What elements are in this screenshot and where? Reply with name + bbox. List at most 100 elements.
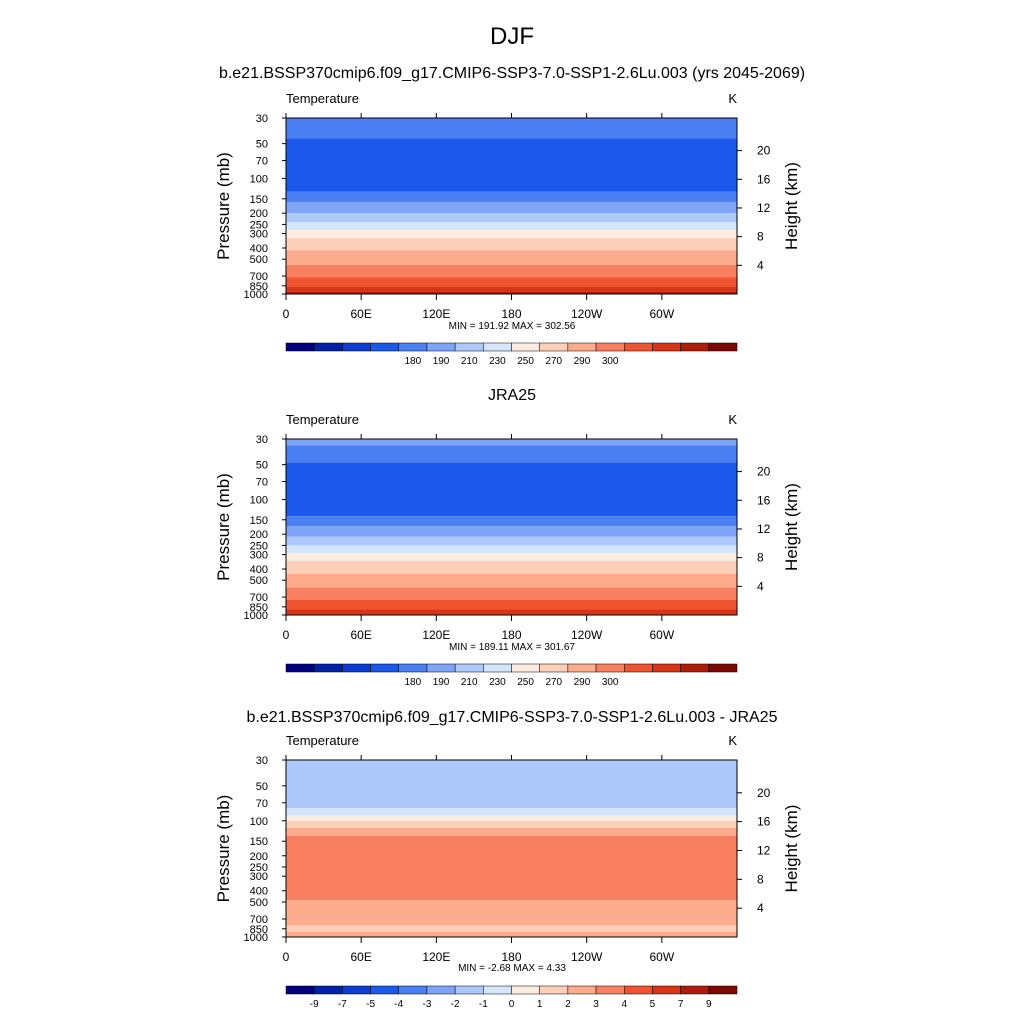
colorbar-label: 290 [574, 677, 591, 688]
colorbar-label: -1 [479, 999, 488, 1010]
colorbar-label: 0 [509, 999, 515, 1010]
y-tick-label: 500 [250, 254, 268, 266]
contour-band [286, 931, 737, 937]
colorbar-label: 250 [517, 356, 534, 367]
contour-band [286, 587, 737, 600]
colorbar-swatch [342, 663, 371, 673]
colorbar-swatch [454, 663, 484, 673]
y-tick-label: 200 [250, 208, 268, 220]
colorbar-label: 7 [678, 999, 684, 1010]
y-tick-label: 100 [250, 173, 268, 185]
y-tick-label: 30 [256, 434, 268, 446]
x-tick-label: 60E [350, 307, 371, 321]
contour-band [286, 835, 737, 900]
panel-variable-label: Temperature [286, 91, 359, 106]
x-tick-label: 60E [350, 950, 371, 964]
contour-band [286, 445, 737, 463]
y-tick-label: 200 [250, 529, 268, 541]
y-axis-title: Pressure (mb) [214, 152, 233, 260]
colorbar-swatch [539, 342, 569, 352]
colorbar-label: 230 [489, 356, 506, 367]
y-tick-label: 50 [256, 139, 268, 151]
y-tick-label: 100 [250, 816, 268, 828]
colorbar-swatch [652, 985, 681, 995]
colorbar-label: -5 [366, 999, 375, 1010]
y-tick-label: 850 [250, 602, 268, 614]
colorbar-swatch [652, 663, 681, 673]
y-tick-label: 850 [250, 281, 268, 293]
y-tick-label: 50 [256, 781, 268, 793]
colorbar-swatch [595, 342, 625, 352]
height-tick-label: 20 [757, 144, 771, 158]
panel-units-label: K [728, 91, 737, 106]
colorbar-swatch [511, 663, 540, 673]
colorbar-label: -3 [422, 999, 431, 1010]
colorbar-label: 4 [621, 999, 627, 1010]
contour-band [286, 291, 737, 294]
y-tick-label: 1000 [244, 932, 268, 944]
colorbar-swatch [624, 663, 653, 673]
colorbar-swatch [708, 342, 738, 352]
y-tick-label: 250 [250, 540, 268, 552]
colorbar-swatch [398, 663, 428, 673]
colorbar-swatch [370, 663, 399, 673]
contour-band [286, 925, 737, 932]
colorbar-swatch [511, 342, 540, 352]
height-tick-label: 8 [757, 551, 764, 565]
y-tick-label: 400 [250, 886, 268, 898]
contour-band [286, 609, 737, 615]
y-tick-label: 50 [256, 460, 268, 472]
height-tick-label: 4 [757, 258, 764, 272]
contour-band [286, 599, 737, 610]
panel-1: Temperature K3050701001502002503004005007… [214, 91, 801, 367]
y-tick-label: 150 [250, 194, 268, 206]
y-tick-label: 70 [256, 798, 268, 810]
x-tick-label: 60W [649, 950, 674, 964]
y-tick-label: 700 [250, 592, 268, 604]
minmax-text: MIN = -2.68 MAX = 4.33 [458, 963, 566, 974]
contour-band [286, 138, 737, 192]
colorbar-label: 230 [489, 677, 506, 688]
colorbar-swatch [483, 342, 512, 352]
contour-band [286, 250, 737, 265]
colorbar-swatch [483, 985, 512, 995]
contour-band [286, 202, 737, 214]
colorbar-swatch [426, 342, 456, 352]
y-tick-label: 850 [250, 924, 268, 936]
x-tick-label: 180 [501, 307, 521, 321]
y-tick-label: 30 [256, 113, 268, 125]
panel-3: b.e21.BSSP370cmip6.f09_g17.CMIP6-SSP3-7.… [214, 709, 801, 1010]
height-tick-label: 12 [757, 843, 771, 857]
colorbar-label: -2 [451, 999, 460, 1010]
x-tick-label: 180 [501, 950, 521, 964]
colorbar-label: 3 [593, 999, 599, 1010]
contour-band [286, 118, 737, 139]
y-tick-label: 200 [250, 851, 268, 863]
colorbar-label: 270 [545, 677, 562, 688]
x-tick-label: 60W [649, 307, 674, 321]
colorbar-swatch [285, 342, 315, 352]
height-tick-label: 16 [757, 493, 771, 507]
colorbar-swatch [285, 985, 315, 995]
height-tick-label: 12 [757, 201, 771, 215]
y-tick-label: 1000 [244, 289, 268, 301]
y-tick-label: 300 [250, 550, 268, 562]
y-tick-label: 100 [250, 494, 268, 506]
y-tick-label: 30 [256, 755, 268, 767]
height-tick-label: 16 [757, 172, 771, 186]
height-tick-label: 8 [757, 230, 764, 244]
colorbar-label: 5 [650, 999, 656, 1010]
colorbar-label: 2 [565, 999, 571, 1010]
colorbar-swatch [708, 663, 738, 673]
colorbar-swatch [680, 342, 710, 352]
panel-title: b.e21.BSSP370cmip6.f09_g17.CMIP6-SSP3-7.… [247, 709, 778, 726]
colorbar-label: -7 [338, 999, 347, 1010]
height-tick-label: 4 [757, 579, 764, 593]
colorbar-label: 270 [545, 356, 562, 367]
colorbar-swatch [483, 663, 512, 673]
panels: Temperature K3050701001502002503004005007… [214, 91, 801, 1010]
y-tick-label: 700 [250, 914, 268, 926]
y-tick-label: 1000 [244, 610, 268, 622]
contour-band [286, 815, 737, 821]
